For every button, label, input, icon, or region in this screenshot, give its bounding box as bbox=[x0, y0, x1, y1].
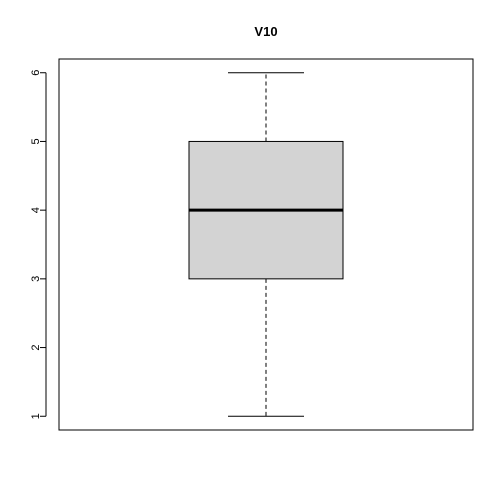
plot-frame bbox=[58, 58, 474, 431]
y-tick-label: 4 bbox=[30, 207, 42, 213]
y-tick-label: 3 bbox=[30, 276, 42, 282]
boxplot bbox=[188, 72, 344, 417]
y-axis: 1 2 3 4 5 6 bbox=[30, 70, 47, 419]
y-tick-label: 6 bbox=[30, 70, 42, 76]
y-tick-label: 5 bbox=[30, 138, 42, 144]
chart-title: V10 bbox=[254, 24, 277, 39]
y-tick-label: 1 bbox=[30, 413, 42, 419]
y-tick-label: 2 bbox=[30, 344, 42, 350]
